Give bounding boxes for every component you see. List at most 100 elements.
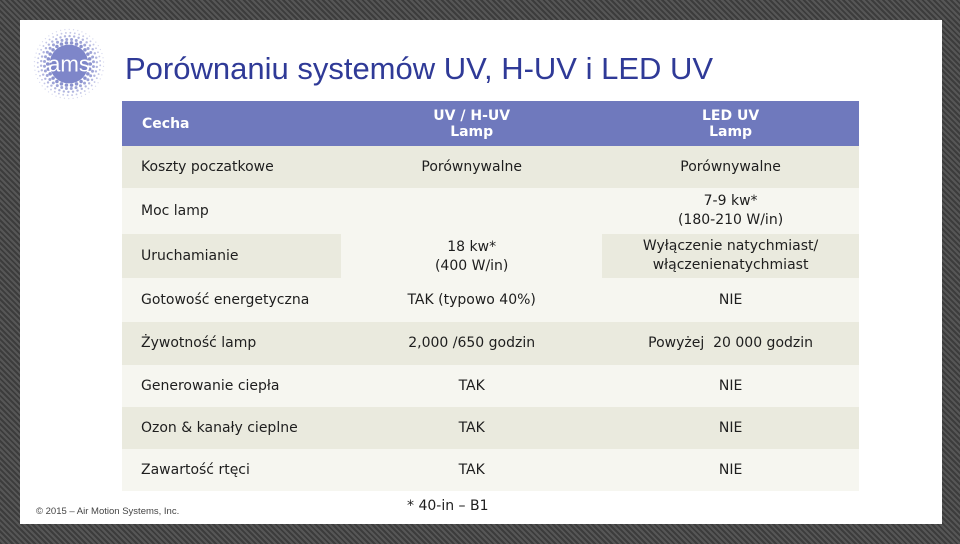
logo-dot [48,78,52,81]
logo-dot [63,35,67,38]
logo-dot [95,77,98,80]
logo-dot [86,72,90,76]
table-row: Generowanie ciepła TAK NIE [122,365,859,407]
logo-dot [68,28,70,31]
logo-dot [46,85,49,88]
logo-dot [93,81,96,83]
logo-dot [37,48,39,50]
logo-dot [39,74,41,77]
logo-dot [77,36,80,39]
row-feature: Koszty poczatkowe [122,146,342,188]
row-feature: Zawartość rtęci [122,449,342,491]
logo-dot [83,90,86,92]
header-uv-lamp: UV / H-UV Lamp [341,101,603,146]
logo-dot [39,81,41,84]
logo-dot [58,89,61,92]
logo-dot [89,74,93,78]
logo-dot [89,51,93,55]
logo-dot [42,51,45,54]
logo-dot [97,44,99,47]
logo-dot [89,40,92,43]
logo-dot [83,76,87,80]
logo-dot [39,64,43,67]
logo-dot [41,85,43,87]
logo-dot [82,35,85,38]
logo-dot [75,93,78,96]
logo-dot [45,41,48,44]
logo-dot [36,61,39,64]
logo-dot [44,55,47,59]
logo-dot [79,79,83,84]
logo-dot [99,64,102,67]
row-uv-value: Porównywalne [341,146,603,188]
logo-dot [35,52,37,54]
logo-dot [40,59,43,63]
logo-dot [83,48,87,52]
logo-dot [99,78,101,80]
logo-dot [41,41,44,43]
header-feature: Cecha [122,101,342,146]
row-uv-value: 2,000 /650 godzin [341,322,603,365]
logo-dot [99,48,102,51]
logo-dot [90,78,94,81]
row-led-value: NIE [602,365,859,407]
logo-dot [88,44,92,47]
logo-dot [83,43,87,47]
copyright-text: © 2015 – Air Motion Systems, Inc. [36,506,180,517]
logo-dot [90,84,93,87]
table-row: Zawartość rtęci TAK NIE [122,449,859,491]
logo-dot [51,48,55,52]
logo-dot [99,59,102,62]
logo-dot [51,81,55,85]
logo-dot [91,55,95,59]
logo-dot [64,29,66,31]
logo-dot [81,38,85,41]
row-led-value: 7-9 kw* (180-210 W/in) [602,188,859,234]
svg-text:ams: ams [48,51,90,76]
logo-dot [93,74,96,77]
row-led-value: NIE [602,449,859,491]
logo-dot [33,65,36,67]
logo-dot [91,65,95,69]
logo-dot [93,52,97,55]
row-feature: Gotowość energetyczna [122,278,342,322]
logo-dot [86,78,90,82]
logo-dot [85,33,87,35]
logo-dot [44,88,46,90]
logo-dot [36,77,39,80]
logo-dot [59,82,64,86]
logo-dot [55,31,58,33]
row-led-value: NIE [602,407,859,449]
logo-dot [51,93,53,95]
logo-dot [84,85,87,88]
logo-dot [40,69,43,72]
logo-dot [91,69,94,73]
row-feature: Uruchamianie [122,234,342,278]
logo-dot [48,38,51,41]
logo-dot [69,41,74,45]
logo-dot [46,81,50,84]
slide: ams Porównaniu systemów UV, H-UV i LED U… [20,20,942,524]
logo-dot [102,57,104,59]
logo-dot [83,81,86,85]
logo-dot [64,41,69,45]
logo-dot [55,79,59,84]
logo-dot [80,87,83,91]
table-row: Moc lamp 18 kw* (400 W/in) 7-9 kw* (180-… [122,188,859,278]
comparison-table: Cecha UV / H-UV Lamp LED UV Lamp Koszty … [122,101,859,491]
logo-dot [50,84,53,87]
row-feature: Żywotność lamp [122,322,342,365]
logo-dot [64,86,68,90]
logo-dot [59,29,62,32]
logo-dot [65,38,69,41]
logo-dot [85,41,88,44]
footnote-text: * 40-in – B1 [407,498,489,514]
logo-dot [44,37,47,40]
logo-dot [76,96,79,99]
logo-dot [43,64,46,68]
logo-dot [92,43,95,46]
logo-dot [84,93,87,96]
logo-dot [53,90,56,93]
logo-dot [45,62,50,66]
logo-dot [35,73,37,76]
